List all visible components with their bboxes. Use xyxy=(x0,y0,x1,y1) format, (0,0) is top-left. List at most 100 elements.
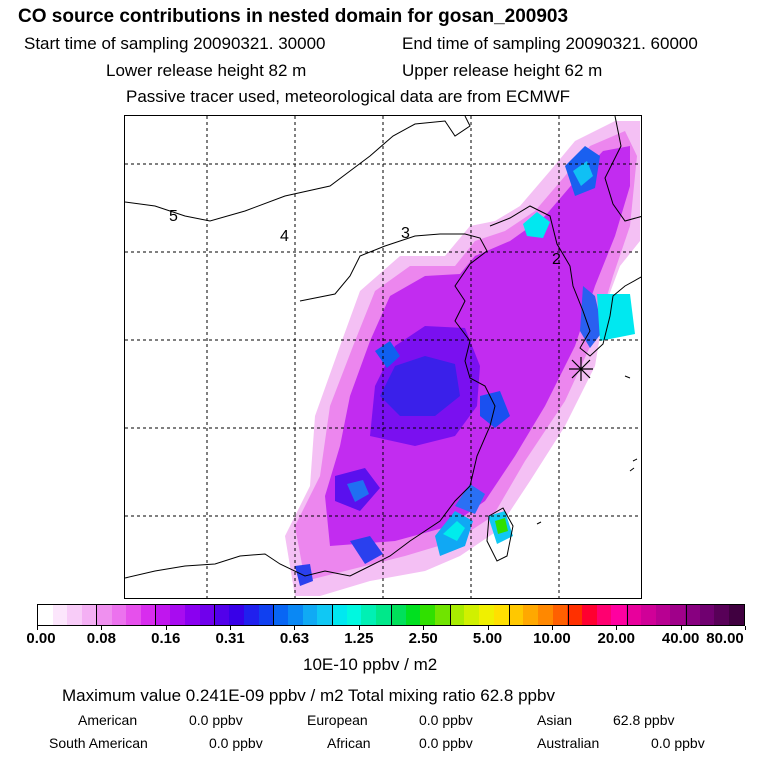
colorbar-label: 5.00 xyxy=(472,630,503,647)
plume-inner xyxy=(325,146,630,546)
lower-release-height: Lower release height 82 m xyxy=(106,61,307,80)
colorbar-tick xyxy=(551,626,553,630)
colorbar-swatch xyxy=(52,605,68,625)
colorbar-tick xyxy=(230,626,232,630)
colorbar xyxy=(37,604,745,626)
hotspot-taiwan-max xyxy=(495,518,508,534)
colorbar-swatch xyxy=(38,605,53,625)
colorbar-swatch xyxy=(479,605,494,625)
coastline-china xyxy=(125,233,496,579)
hotspot-korea-south xyxy=(580,286,603,348)
colorbar-label: 10.00 xyxy=(533,630,571,647)
colorbar-divider xyxy=(273,604,274,626)
colorbar-swatch xyxy=(537,605,553,625)
max-value-line: Maximum value 0.241E-09 ppbv / m2 Total … xyxy=(62,686,555,705)
colorbar-divider xyxy=(155,604,156,626)
region-name-american: American xyxy=(78,712,138,728)
colorbar-swatch xyxy=(390,605,406,625)
colorbar-swatch xyxy=(714,605,730,625)
tracer-info: Passive tracer used, meteorological data… xyxy=(126,87,571,106)
colorbar-swatch xyxy=(640,605,656,625)
coastline-islands xyxy=(536,375,638,525)
colorbar-label: 0.63 xyxy=(279,630,310,647)
colorbar-swatch xyxy=(582,605,597,625)
hotspot-f xyxy=(350,536,383,564)
colorbar-swatch xyxy=(567,605,583,625)
colorbar-label: 1.25 xyxy=(344,630,374,647)
colorbar-swatch xyxy=(302,605,318,625)
colorbar-label: 80.00 xyxy=(706,630,744,647)
colorbar-swatch xyxy=(82,605,97,625)
coastlines xyxy=(125,116,641,579)
plume-core-blue xyxy=(380,356,460,416)
hotspot-d-core xyxy=(443,521,465,541)
colorbar-divider xyxy=(627,604,628,626)
colorbar-swatch xyxy=(273,605,288,625)
colorbar-swatch xyxy=(596,605,612,625)
colorbar-divider xyxy=(450,604,451,626)
colorbar-divider xyxy=(332,604,333,626)
colorbar-swatch xyxy=(523,605,538,625)
region-name-australian: Australian xyxy=(537,735,600,751)
colorbar-swatch xyxy=(243,605,259,625)
colorbar-label: 40.00 xyxy=(661,630,700,647)
colorbar-label: 2.50 xyxy=(408,630,438,647)
colorbar-label: 0.00 xyxy=(26,630,56,647)
colorbar-tick xyxy=(101,626,103,630)
hotspot-b xyxy=(480,391,510,428)
colorbar-divider xyxy=(96,604,97,626)
colorbar-divider xyxy=(214,604,215,626)
colorbar-tick xyxy=(358,626,360,630)
colorbar-units: 10E-10 ppbv / m2 xyxy=(303,655,438,674)
start-time: Start time of sampling 20090321. 30000 xyxy=(24,34,326,53)
hotspot-manchuria-core xyxy=(573,161,593,186)
colorbar-swatch xyxy=(258,605,274,625)
colorbar-label: 0.31 xyxy=(215,630,245,647)
colorbar-tick xyxy=(487,626,489,630)
colorbar-swatch xyxy=(684,605,700,625)
grid-lines xyxy=(125,116,641,598)
colorbar-swatch xyxy=(670,605,685,625)
region-value-american: 0.0 ppbv xyxy=(189,712,243,728)
colorbar-tick xyxy=(165,626,167,630)
colorbar-swatch xyxy=(126,605,141,625)
hotspot-e xyxy=(455,484,485,514)
region-value-south-american: 0.0 ppbv xyxy=(209,735,263,751)
colorbar-tick xyxy=(616,626,618,630)
hotspot-korea-north xyxy=(523,212,550,238)
colorbar-divider xyxy=(686,604,687,626)
colorbar-swatch xyxy=(552,605,568,625)
colorbar-tick xyxy=(680,626,682,630)
region-name-african: African xyxy=(327,735,371,751)
colorbar-swatch xyxy=(229,605,244,625)
colorbar-divider xyxy=(568,604,569,626)
colorbar-swatch xyxy=(493,605,509,625)
hotspot-a xyxy=(375,341,400,368)
region-value-european: 0.0 ppbv xyxy=(419,712,473,728)
region-value-african: 0.0 ppbv xyxy=(419,735,473,751)
colorbar-swatch xyxy=(405,605,421,625)
colorbar-label: 0.08 xyxy=(86,630,116,647)
colorbar-swatch xyxy=(361,605,377,625)
day-label-4: 4 xyxy=(280,228,289,245)
map-svg: 5 4 3 2 xyxy=(125,116,641,598)
coastline-taiwan xyxy=(486,507,514,562)
colorbar-swatch xyxy=(346,605,362,625)
region-name-asian: Asian xyxy=(537,712,573,728)
colorbar-swatch xyxy=(111,605,127,625)
colorbar-swatch xyxy=(140,605,156,625)
region-value-australian: 0.0 ppbv xyxy=(651,735,705,751)
day-label-3: 3 xyxy=(401,225,410,242)
colorbar-swatch xyxy=(699,605,715,625)
colorbar-divider xyxy=(509,604,510,626)
colorbar-swatch xyxy=(96,605,112,625)
colorbar-swatch xyxy=(420,605,435,625)
hotspot-c-core xyxy=(347,480,369,502)
colorbar-swatch xyxy=(155,605,171,625)
upper-release-height: Upper release height 62 m xyxy=(402,61,603,80)
colorbar-tick xyxy=(745,626,746,630)
coastline-north xyxy=(125,116,471,222)
colorbar-swatch xyxy=(626,605,641,625)
colorbar-swatch xyxy=(287,605,303,625)
colorbar-swatch xyxy=(434,605,450,625)
